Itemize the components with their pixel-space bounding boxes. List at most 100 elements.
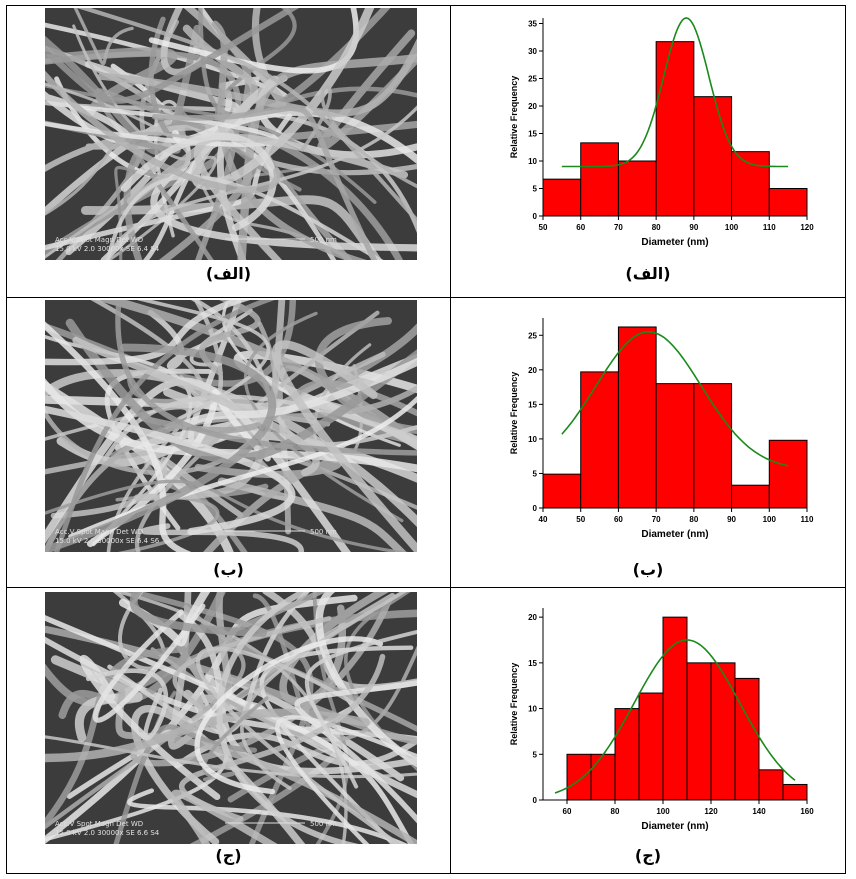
histogram-chart-3: 60 80 100 120 140 160 0 5 10 15 20 Diameter (nm) Rel…	[509, 608, 814, 832]
histogram-bar	[542, 473, 582, 509]
histogram-bar	[731, 151, 770, 217]
row-divider-2	[7, 587, 845, 588]
y-tick-label: 25	[528, 75, 537, 84]
histogram-bar	[590, 753, 616, 801]
x-tick-label: 60	[563, 807, 572, 816]
x-tick-label: 140	[752, 807, 766, 816]
sem-fiber	[104, 105, 417, 260]
x-tick-label: 80	[689, 515, 698, 524]
histogram-bar	[655, 41, 695, 217]
sem-fiber	[76, 8, 417, 224]
gaussian-fit-curve	[561, 330, 789, 467]
sem-fiber	[72, 336, 320, 477]
histogram-bar	[638, 692, 664, 801]
sem-scale-label: 500 nm	[310, 820, 337, 828]
y-tick-label: 20	[528, 366, 537, 375]
row-divider-1	[7, 297, 845, 298]
sem-fiber	[150, 172, 417, 252]
sem-info-line-1: Acc.V Spot Magn Det WD	[55, 820, 143, 828]
sem-fiber	[45, 377, 351, 552]
gaussian-fit-curve	[554, 639, 796, 794]
sem-fiber	[45, 70, 281, 194]
sem-fiber	[79, 654, 221, 801]
histogram-bar	[580, 371, 619, 509]
x-tick-label: 60	[576, 223, 585, 232]
sem-fiber	[115, 300, 417, 456]
histogram-bar	[693, 96, 733, 217]
x-tick-label: 100	[656, 807, 670, 816]
histogram-bar	[768, 188, 808, 217]
sem-scale-label: 500 nm	[310, 528, 337, 536]
x-tick-label: 120	[800, 223, 814, 232]
histogram-bar	[731, 484, 770, 509]
sem-info-line-1: Acc.V Spot Magn Det WD	[55, 528, 143, 536]
sem-image-3: Acc.V Spot Magn Det WD 15.0 kV 2.0 30000x…	[45, 592, 417, 844]
sem-fiber	[45, 479, 409, 552]
x-tick-label: 50	[539, 223, 548, 232]
chart-cell-1: 50 60 70 80 90 100 110 120 0 5 10 15 20 25 30 35 Diamete…	[451, 6, 845, 297]
histogram-bar	[617, 326, 657, 509]
sem-scale-label: 500 nm	[310, 236, 337, 244]
gaussian-fit-curve	[561, 17, 789, 168]
sem-fiber	[193, 133, 409, 260]
chart-cell-3: 60 80 100 120 140 160 0 5 10 15 20 Diameter (nm) Rel…	[451, 588, 845, 873]
histogram-bar	[614, 708, 640, 801]
sem-caption-1: (الف)	[205, 264, 252, 283]
y-tick-label: 5	[533, 469, 538, 478]
sem-fiber	[73, 8, 134, 66]
sem-fiber	[45, 8, 300, 104]
sem-caption-2: (ب)	[213, 560, 244, 579]
y-tick-label: 30	[528, 47, 537, 56]
y-tick-label: 5	[533, 185, 538, 194]
sem-fiber	[151, 105, 378, 260]
x-tick-label: 80	[611, 807, 620, 816]
histogram-bar	[758, 769, 784, 801]
y-axis-label: Relative Frequency	[509, 76, 519, 159]
x-tick-label: 90	[689, 223, 698, 232]
chart-cell-2: 40 50 60 70 80 90 100 110 0 5 10 15 20 25 Diameter (nm…	[451, 298, 845, 587]
sem-info-line-2: 15.0 kV 2.0 30000x SE 6.4 S4	[55, 245, 160, 253]
sem-cell-2: Acc.V Spot Magn Det WD 15.0 kV 2.0 30000x…	[7, 298, 450, 587]
sem-fiber	[53, 300, 276, 552]
y-tick-label: 15	[528, 400, 537, 409]
y-tick-label: 20	[528, 613, 537, 622]
sem-fiber	[237, 53, 417, 260]
x-tick-label: 70	[614, 223, 623, 232]
x-tick-label: 40	[539, 515, 548, 524]
figure-table: Acc.V Spot Magn Det WD 15.0 kV 2.0 30000x…	[6, 5, 846, 874]
y-tick-label: 0	[533, 212, 538, 221]
sem-fiber	[45, 615, 415, 844]
histogram-bar	[693, 383, 733, 509]
sem-caption-3: (ج)	[215, 846, 242, 865]
y-tick-label: 20	[528, 102, 537, 111]
sem-fiber	[196, 646, 402, 844]
sem-fiber	[45, 708, 370, 763]
x-tick-label: 70	[652, 515, 661, 524]
chart-caption-3: (ج)	[634, 846, 662, 865]
chart-caption-1: (الف)	[625, 264, 671, 283]
x-tick-label: 80	[652, 223, 661, 232]
sem-fiber	[45, 405, 296, 536]
sem-fiber	[194, 636, 384, 795]
histogram-bar	[617, 160, 657, 217]
sem-fiber	[294, 680, 417, 824]
sem-fiber	[148, 8, 359, 74]
sem-fiber	[300, 84, 417, 189]
x-axis-label: Diameter (nm)	[641, 237, 708, 248]
histogram-bar	[542, 178, 582, 217]
sem-fiber	[45, 131, 245, 216]
y-tick-label: 25	[528, 331, 537, 340]
x-tick-label: 100	[725, 223, 739, 232]
sem-info-line-2: 15.0 kV 2.0 30000x SE 6.4 S6	[55, 537, 160, 545]
sem-fiber	[271, 340, 417, 552]
sem-cell-3: Acc.V Spot Magn Det WD 15.0 kV 2.0 30000x…	[7, 588, 450, 873]
sem-fiber	[112, 592, 166, 671]
chart-caption-2: (ب)	[632, 560, 664, 579]
sem-cell-1: Acc.V Spot Magn Det WD 15.0 kV 2.0 30000x…	[7, 6, 450, 297]
sem-fiber	[102, 394, 417, 462]
histogram-bar	[768, 439, 808, 509]
sem-fiber	[304, 629, 417, 789]
y-tick-label: 10	[528, 705, 537, 714]
histogram-bar	[580, 142, 619, 217]
